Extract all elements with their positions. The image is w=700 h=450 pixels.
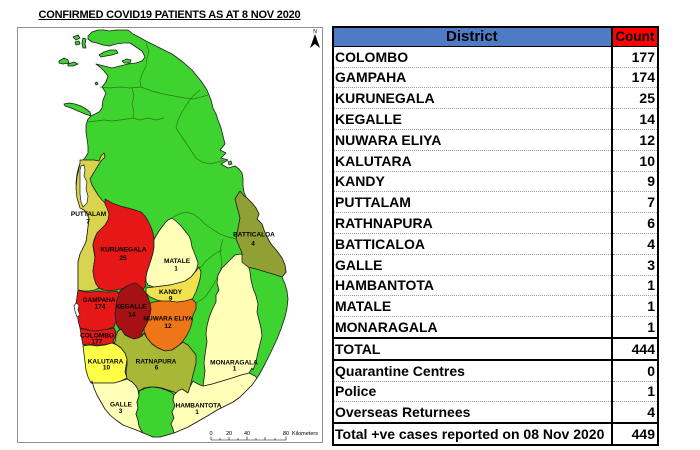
svg-text:1: 1: [174, 266, 178, 273]
svg-text:COLOMBO: COLOMBO: [80, 333, 114, 340]
svg-text:KURUNEGALA: KURUNEGALA: [100, 247, 147, 254]
svg-text:KEGALLE: KEGALLE: [115, 304, 147, 311]
svg-text:9: 9: [169, 296, 173, 303]
svg-text:12: 12: [164, 323, 172, 330]
svg-text:177: 177: [92, 339, 103, 346]
svg-text:174: 174: [95, 304, 106, 311]
svg-text:GAMPAHA: GAMPAHA: [82, 297, 115, 304]
svg-text:20: 20: [226, 431, 232, 437]
svg-text:14: 14: [128, 312, 136, 319]
svg-text:10: 10: [103, 365, 111, 372]
svg-text:MATALE: MATALE: [164, 258, 191, 265]
svg-text:4: 4: [251, 241, 255, 248]
svg-text:0: 0: [209, 431, 212, 437]
svg-text:N: N: [313, 29, 317, 35]
svg-text:NUWARA ELIYA: NUWARA ELIYA: [143, 316, 193, 323]
svg-text:KANDY: KANDY: [159, 289, 183, 296]
svg-text:25: 25: [119, 255, 127, 262]
svg-text:7: 7: [86, 219, 90, 226]
svg-text:6: 6: [155, 365, 159, 372]
svg-text:PUTTALAM: PUTTALAM: [71, 211, 106, 218]
svg-text:80: 80: [283, 431, 289, 437]
svg-text:RATNAPURA: RATNAPURA: [136, 359, 177, 366]
svg-text:3: 3: [119, 408, 123, 415]
svg-text:KALUTARA: KALUTARA: [88, 359, 124, 366]
svg-text:HAMBANTOTA: HAMBANTOTA: [176, 403, 222, 410]
svg-text:40: 40: [244, 431, 250, 437]
svg-text:1: 1: [233, 366, 237, 373]
svg-text:GALLE: GALLE: [110, 402, 133, 409]
svg-text:1: 1: [195, 409, 199, 416]
svg-text:Kilometers: Kilometers: [292, 431, 318, 437]
svg-text:MONARAGALA: MONARAGALA: [210, 360, 258, 367]
svg-text:BATTICALOA: BATTICALOA: [233, 232, 275, 239]
